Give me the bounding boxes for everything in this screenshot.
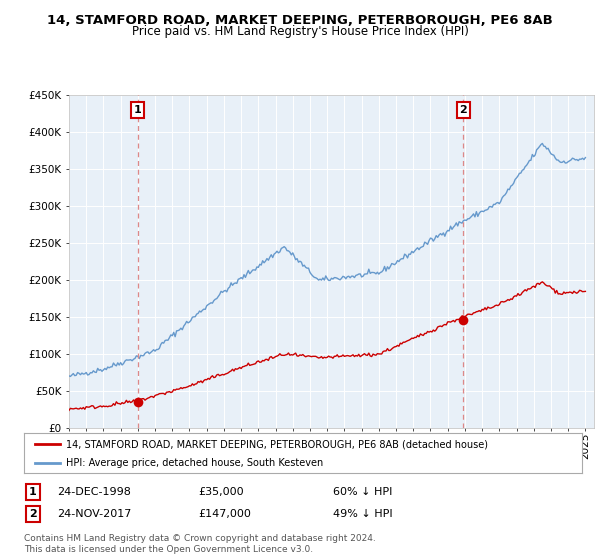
Text: 24-DEC-1998: 24-DEC-1998 xyxy=(57,487,131,497)
Text: £147,000: £147,000 xyxy=(198,509,251,519)
Text: 2: 2 xyxy=(29,509,37,519)
Text: This data is licensed under the Open Government Licence v3.0.: This data is licensed under the Open Gov… xyxy=(24,545,313,554)
Text: 1: 1 xyxy=(29,487,37,497)
Text: 60% ↓ HPI: 60% ↓ HPI xyxy=(333,487,392,497)
Text: Price paid vs. HM Land Registry's House Price Index (HPI): Price paid vs. HM Land Registry's House … xyxy=(131,25,469,38)
Text: Contains HM Land Registry data © Crown copyright and database right 2024.: Contains HM Land Registry data © Crown c… xyxy=(24,534,376,543)
Text: 2: 2 xyxy=(460,105,467,115)
Text: £35,000: £35,000 xyxy=(198,487,244,497)
Text: 14, STAMFORD ROAD, MARKET DEEPING, PETERBOROUGH, PE6 8AB (detached house): 14, STAMFORD ROAD, MARKET DEEPING, PETER… xyxy=(66,439,488,449)
Text: 14, STAMFORD ROAD, MARKET DEEPING, PETERBOROUGH, PE6 8AB: 14, STAMFORD ROAD, MARKET DEEPING, PETER… xyxy=(47,14,553,27)
Text: 1: 1 xyxy=(134,105,142,115)
Text: 49% ↓ HPI: 49% ↓ HPI xyxy=(333,509,392,519)
Text: 24-NOV-2017: 24-NOV-2017 xyxy=(57,509,131,519)
Text: HPI: Average price, detached house, South Kesteven: HPI: Average price, detached house, Sout… xyxy=(66,458,323,468)
